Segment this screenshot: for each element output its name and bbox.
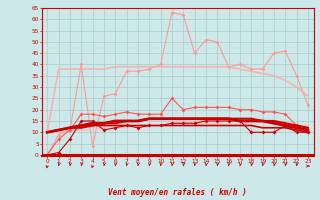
Text: Vent moyen/en rafales ( km/h ): Vent moyen/en rafales ( km/h ) <box>108 188 247 197</box>
